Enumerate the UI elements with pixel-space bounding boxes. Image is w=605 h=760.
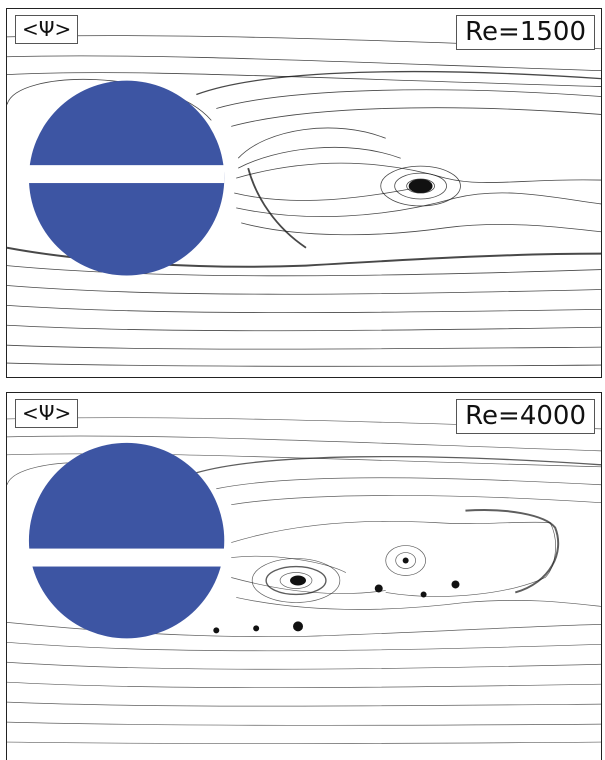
streamline-panel-re4000: <Ψ> Re=4000 [6,392,602,760]
streamline-panel-re1500: <Ψ> Re=1500 [6,8,602,378]
psi-label: <Ψ> [15,399,79,428]
reynolds-label: Re=4000 [456,399,595,434]
reynolds-label: Re=1500 [456,15,595,50]
vortex-cores [213,557,460,634]
vortex-core [408,179,433,193]
splitter-plate [24,165,225,184]
psi-label: <Ψ> [15,15,79,44]
cylinder [28,442,225,639]
streamlines [7,35,601,367]
splitter-plate [24,548,225,567]
streamline-plot [7,35,601,367]
streamline-plot [7,417,601,744]
